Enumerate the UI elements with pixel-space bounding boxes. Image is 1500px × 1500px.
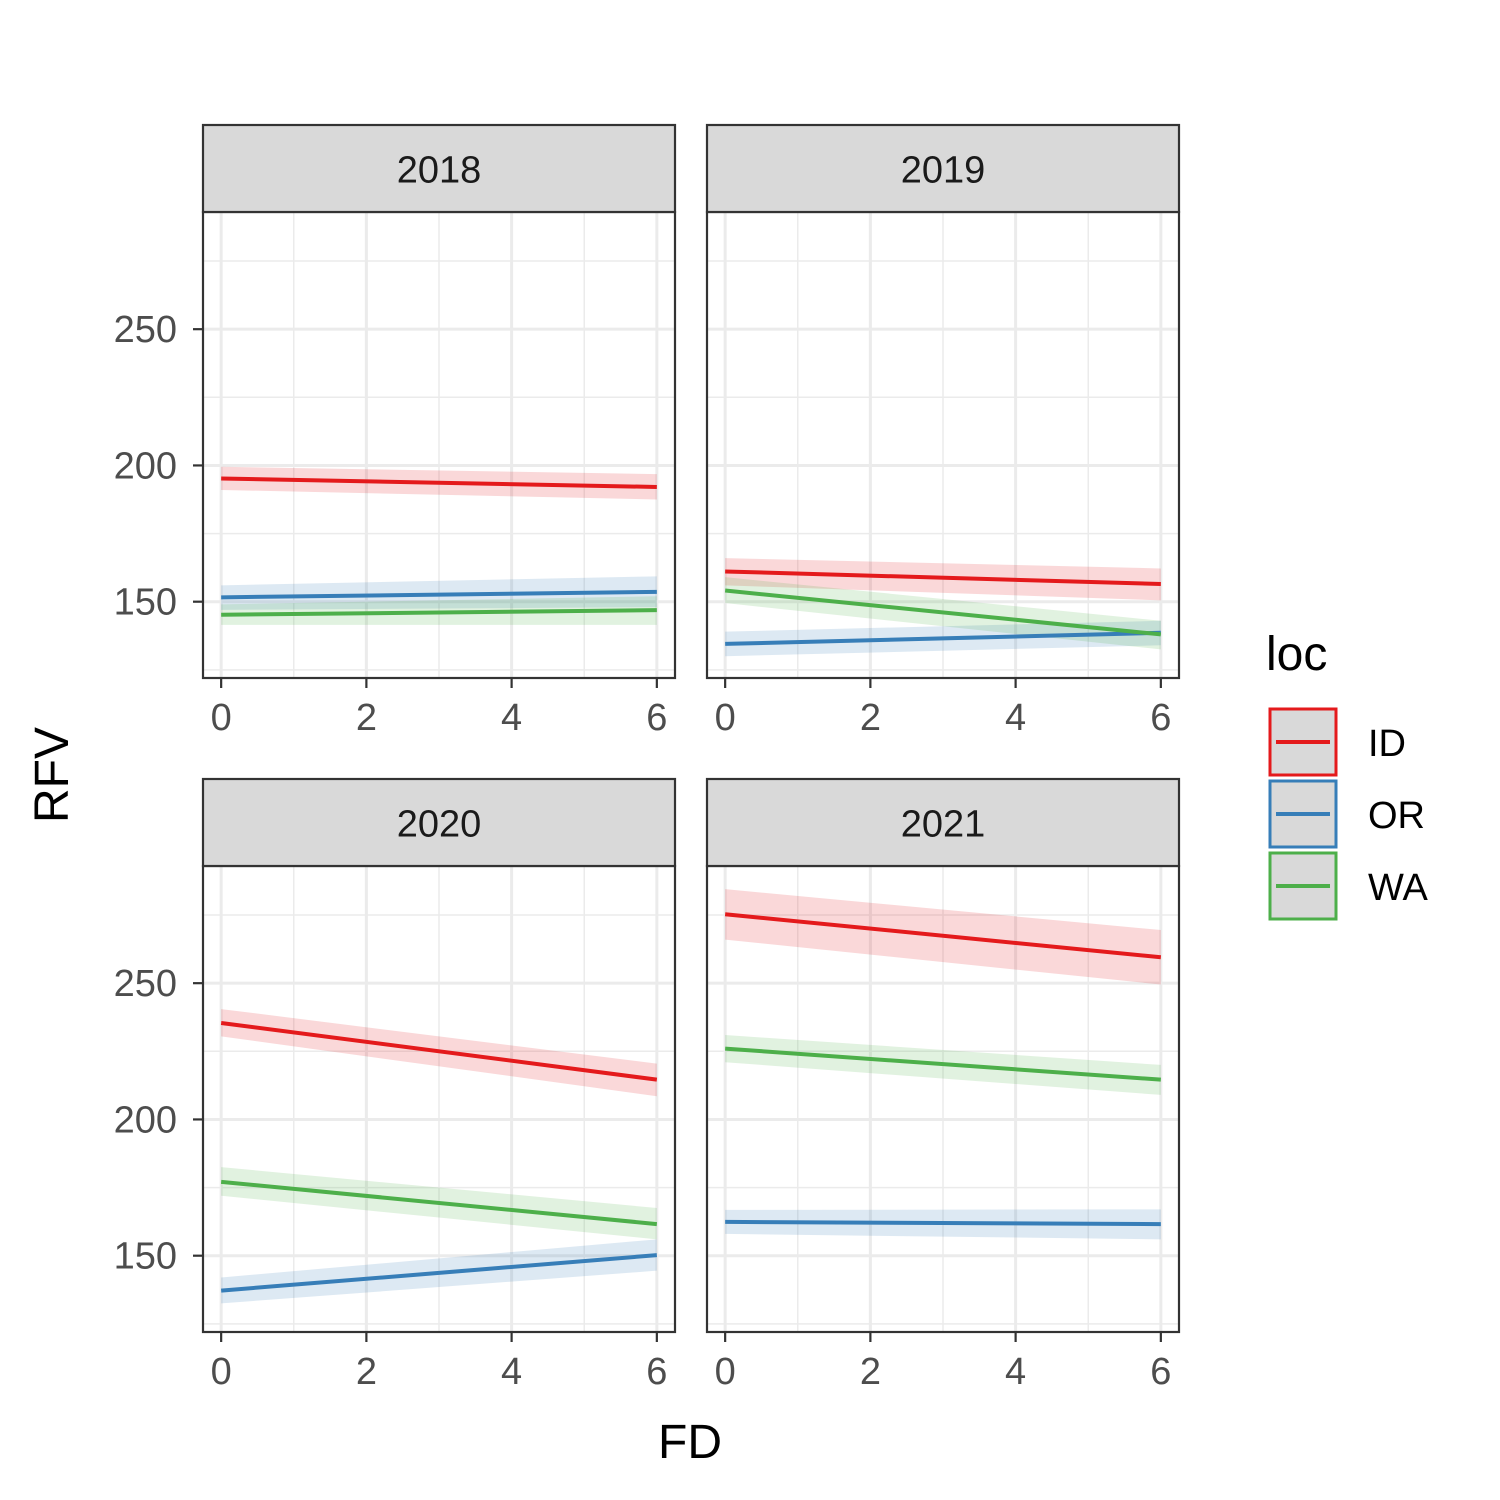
strip-background [201, 777, 677, 868]
strip-background [705, 777, 1181, 868]
strip-label: 2020 [397, 804, 482, 846]
y-tick-label: 250 [114, 309, 177, 351]
line-OR [725, 1219, 1161, 1227]
x-tick-label: 4 [1005, 1351, 1026, 1393]
x-tick-label: 6 [1150, 697, 1171, 739]
strip-background [201, 123, 677, 214]
legend-item-WA: WA [1268, 851, 1428, 921]
x-tick-label: 2 [356, 697, 377, 739]
panel-2018: 2018 0 2 4 6 150 200 250 [114, 123, 677, 739]
x-axis-title: FD [658, 1416, 722, 1469]
panel-2020: 2020 0 2 4 6 150 200 250 [114, 777, 677, 1393]
y-tick-label: 150 [114, 1236, 177, 1278]
x-tick-label: 0 [211, 697, 232, 739]
legend-label-ID: ID [1368, 723, 1406, 765]
x-tick-label: 4 [501, 697, 522, 739]
x-tick-label: 0 [715, 1351, 736, 1393]
line-WA [725, 1046, 1161, 1082]
line-WA [220, 1179, 658, 1227]
x-tick-label: 0 [715, 697, 736, 739]
legend-title: loc [1266, 628, 1327, 681]
x-tick-label: 6 [1150, 1351, 1171, 1393]
line-WA [221, 608, 657, 617]
strip-label: 2021 [901, 804, 986, 846]
y-axis-title: RFV [26, 727, 79, 823]
line-OR [220, 1253, 658, 1293]
y-tick-label: 200 [114, 1099, 177, 1141]
legend-item-OR: OR [1268, 779, 1425, 849]
x-tick-label: 6 [646, 1351, 667, 1393]
x-tick-label: 2 [356, 1351, 377, 1393]
y-tick-label: 200 [114, 445, 177, 487]
strip-label: 2018 [397, 150, 482, 192]
x-tick-label: 2 [860, 697, 881, 739]
line-ID [221, 476, 657, 489]
line-ID [724, 912, 1162, 960]
line-ID [220, 1020, 658, 1082]
line-ID [725, 569, 1161, 586]
legend: loc ID OR WA [1266, 628, 1428, 921]
panel-2019: 2019 0 2 4 6 [705, 123, 1181, 739]
x-tick-label: 4 [501, 1351, 522, 1393]
line-WA [724, 588, 1162, 637]
panel-2021: 2021 0 2 4 6 [705, 777, 1181, 1393]
line-OR [725, 630, 1161, 646]
legend-label-OR: OR [1368, 795, 1425, 837]
strip-background [705, 123, 1181, 214]
line-OR [221, 589, 657, 600]
y-tick-label: 250 [114, 963, 177, 1005]
legend-item-ID: ID [1268, 707, 1406, 777]
x-tick-label: 4 [1005, 697, 1026, 739]
x-tick-label: 0 [211, 1351, 232, 1393]
x-tick-label: 2 [860, 1351, 881, 1393]
x-tick-label: 6 [646, 697, 667, 739]
strip-label: 2019 [901, 150, 986, 192]
y-tick-label: 150 [114, 582, 177, 624]
legend-label-WA: WA [1368, 867, 1428, 909]
